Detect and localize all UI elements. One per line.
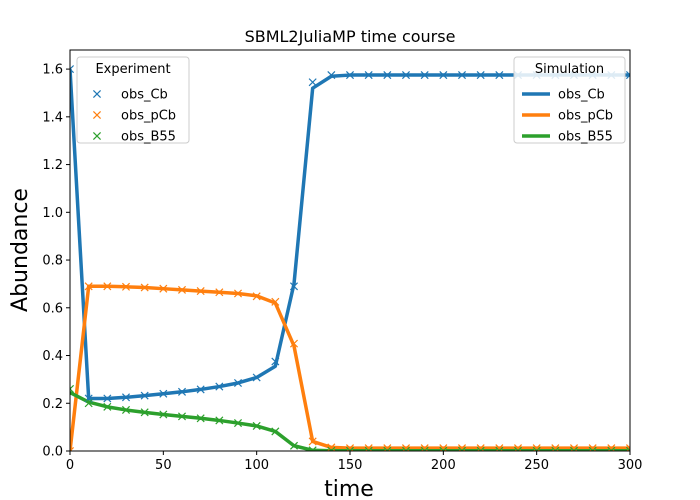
experiment-point-obs-pcb bbox=[103, 282, 112, 291]
y-axis-label: Abundance bbox=[8, 188, 33, 312]
experiment-point-obs-cb bbox=[196, 385, 205, 394]
legend-experiment: Experiment obs_Cb obs_pCb obs_B55 bbox=[76, 56, 190, 145]
experiment-point-obs-pcb bbox=[289, 339, 299, 348]
experiment-point-obs-pcb bbox=[159, 284, 168, 293]
legend-marker bbox=[92, 131, 102, 141]
y-tick-label: 0.8 bbox=[42, 254, 63, 269]
experiment-point-obs-cb bbox=[121, 393, 131, 402]
experiment-point-obs-cb bbox=[439, 71, 448, 80]
x-tick-label: 150 bbox=[338, 458, 363, 473]
experiment-point-obs-pcb bbox=[252, 292, 261, 301]
experiment-point-obs-cb bbox=[289, 282, 299, 291]
y-tick-label: 1.2 bbox=[42, 158, 63, 173]
experiment-point-obs-cb bbox=[383, 71, 392, 80]
x-tick-label: 250 bbox=[524, 458, 549, 473]
experiment-point-obs-pcb bbox=[177, 285, 187, 294]
experiment-point-obs-b55 bbox=[177, 412, 187, 421]
y-tick-label: 1.0 bbox=[42, 206, 63, 221]
x-tick-label: 100 bbox=[244, 458, 269, 473]
legend-label: obs_B55 bbox=[558, 130, 613, 145]
experiment-point-obs-cb bbox=[364, 71, 373, 80]
experiment-point-obs-pcb bbox=[215, 288, 224, 297]
experiment-point-obs-pcb bbox=[196, 287, 205, 296]
legend-box bbox=[76, 56, 190, 144]
experiment-point-obs-cb bbox=[401, 71, 411, 80]
experiment-point-obs-cb bbox=[103, 394, 112, 403]
legend-label: obs_pCb bbox=[558, 109, 613, 124]
legend-label: obs_Cb bbox=[558, 88, 605, 103]
experiment-point-obs-cb bbox=[140, 391, 149, 400]
experiment-point-obs-b55 bbox=[625, 446, 630, 451]
experiment-point-obs-cb bbox=[70, 65, 75, 74]
y-tick-label: 1.4 bbox=[42, 110, 63, 125]
experiment-point-obs-b55 bbox=[121, 405, 131, 414]
x-tick-label: 300 bbox=[618, 458, 643, 473]
experiment-point-obs-b55 bbox=[215, 416, 224, 425]
legend-box bbox=[513, 56, 626, 144]
y-tick-label: 0.0 bbox=[42, 445, 63, 460]
x-tick-label: 200 bbox=[431, 458, 456, 473]
experiment-point-obs-cb bbox=[345, 71, 355, 80]
experiment-point-obs-b55 bbox=[252, 421, 261, 430]
experiment-point-obs-pcb bbox=[327, 443, 336, 451]
legend-label: obs_B55 bbox=[121, 130, 176, 145]
experiment-point-obs-cb bbox=[327, 71, 336, 80]
experiment-point-obs-cb bbox=[625, 71, 630, 80]
experiment-point-obs-b55 bbox=[84, 399, 93, 408]
legend-title: Simulation bbox=[535, 62, 604, 77]
x-tick-label: 0 bbox=[66, 458, 74, 473]
experiment-point-obs-pcb bbox=[84, 282, 93, 291]
chart-title: SBML2JuliaMP time course bbox=[245, 27, 456, 46]
x-tick-label: 50 bbox=[155, 458, 172, 473]
experiment-point-obs-cb bbox=[177, 387, 187, 396]
experiment-point-obs-pcb bbox=[271, 297, 280, 306]
axes: 0 50 100 150 200 250 300 0.0 0.2 0.4 0.6 0.8 1.0 1.2 1… bbox=[42, 49, 643, 473]
experiment-point-obs-cb bbox=[457, 71, 467, 80]
experiment-point-obs-cb bbox=[215, 382, 224, 391]
legend-simulation: Simulation obs_Cb obs_pCb obs_B55 bbox=[513, 56, 626, 145]
y-tick-label: 0.6 bbox=[42, 301, 63, 316]
experiment-point-obs-cb bbox=[252, 373, 261, 382]
experiment-point-obs-b55 bbox=[289, 441, 299, 450]
experiment-point-obs-b55 bbox=[159, 410, 168, 419]
y-tick-label: 0.4 bbox=[42, 349, 63, 364]
legend-marker bbox=[92, 110, 102, 120]
legend-label: obs_pCb bbox=[121, 109, 176, 124]
legend-label: obs_Cb bbox=[121, 88, 168, 103]
experiment-point-obs-pcb bbox=[140, 283, 149, 292]
legend-title: Experiment bbox=[95, 62, 170, 77]
experiment-point-obs-cb bbox=[495, 71, 504, 80]
experiment-point-obs-b55 bbox=[70, 384, 75, 393]
experiment-point-obs-cb bbox=[476, 71, 485, 80]
experiment-point-obs-b55 bbox=[308, 446, 317, 451]
experiment-point-obs-pcb bbox=[233, 289, 243, 298]
legend-marker bbox=[92, 89, 102, 99]
experiment-point-obs-b55 bbox=[196, 414, 205, 423]
experiment-point-obs-pcb bbox=[121, 282, 131, 291]
experiment-point-obs-pcb bbox=[308, 437, 317, 446]
y-tick-label: 1.6 bbox=[42, 63, 63, 78]
experiment-point-obs-b55 bbox=[140, 408, 149, 417]
experiment-point-obs-cb bbox=[271, 357, 280, 366]
experiment-point-obs-cb bbox=[233, 378, 243, 387]
experiment-point-obs-b55 bbox=[103, 402, 112, 411]
experiment-point-obs-cb bbox=[420, 71, 429, 80]
experiment-point-obs-cb bbox=[308, 78, 317, 87]
experiment-point-obs-b55 bbox=[271, 427, 280, 436]
x-axis-label: time bbox=[324, 477, 374, 500]
experiment-point-obs-pcb bbox=[70, 446, 75, 451]
experiment-point-obs-b55 bbox=[233, 419, 243, 428]
y-tick-label: 0.2 bbox=[42, 397, 63, 412]
experiment-point-obs-cb bbox=[159, 389, 168, 398]
